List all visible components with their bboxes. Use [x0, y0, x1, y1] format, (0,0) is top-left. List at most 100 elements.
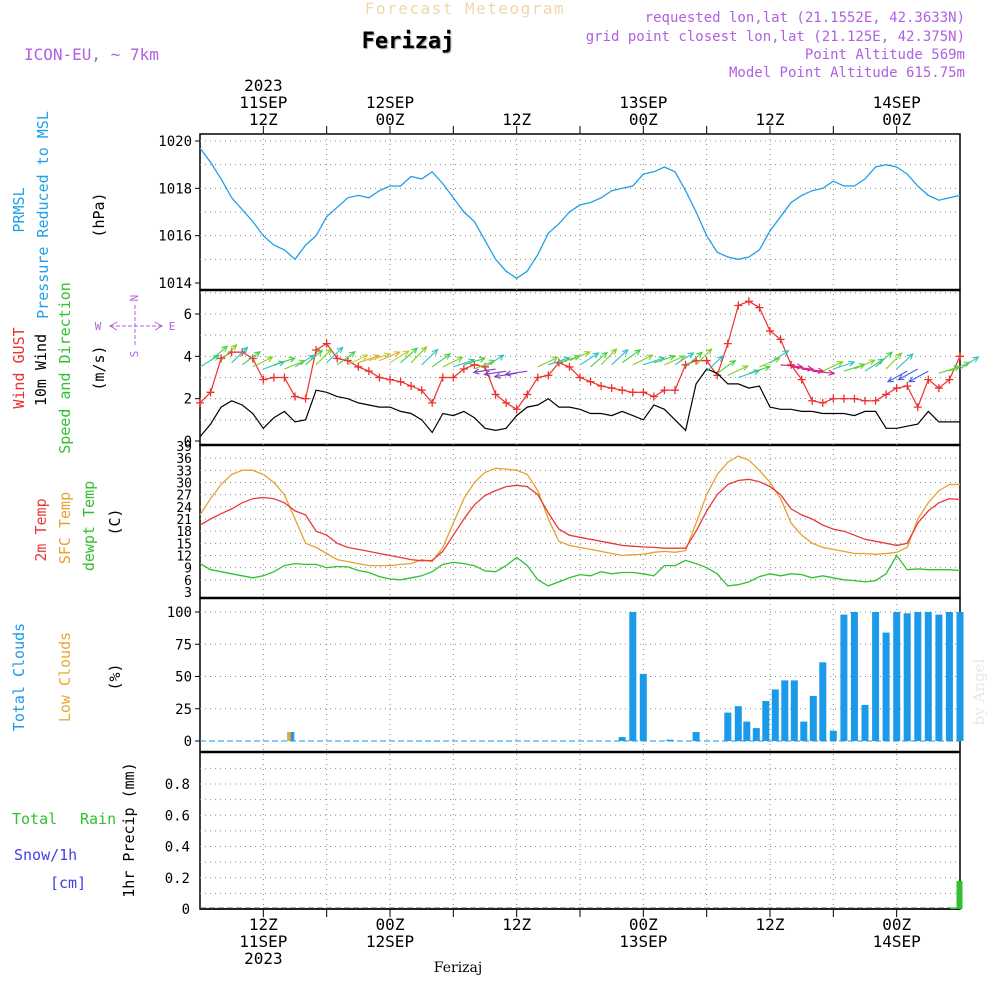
pressure-labels: PRMSL Pressure Reduced to MSL (hPa) — [10, 111, 108, 319]
wind-direction-arrow — [674, 352, 694, 366]
wind-direction-arrowhead — [325, 348, 333, 355]
wind-direction-arrow — [431, 353, 451, 368]
wind-direction-arrow — [473, 368, 496, 373]
total-clouds-bar — [882, 632, 890, 741]
requested-coords: requested lon,lat (21.1552E, 42.3633N) — [645, 10, 965, 26]
precip-tick-label: 0.2 — [165, 871, 190, 887]
total-clouds-bar — [771, 689, 779, 741]
wind-gust-point — [449, 373, 458, 382]
clouds-unit: (%) — [106, 663, 124, 690]
compass-w: W — [95, 320, 102, 333]
compass-n: N — [128, 295, 141, 302]
total-clouds-bar — [752, 728, 760, 741]
wind-gust-point — [322, 339, 331, 348]
wind-direction-arrowhead — [493, 372, 501, 379]
wind-gust-point — [639, 388, 648, 397]
total-clouds-label: Total Clouds — [10, 623, 28, 731]
pressure-tick-label: 1014 — [158, 276, 192, 292]
total-clouds-bar — [935, 614, 943, 741]
axes: 1014101610181020024636912151821242730333… — [158, 126, 898, 918]
wind-direction-arrowhead — [868, 359, 876, 366]
wind-direction-arrow — [801, 368, 824, 372]
wind-gust-point — [649, 392, 658, 401]
wind-direction-arrowhead — [221, 345, 229, 352]
wind-gust-point — [776, 335, 785, 344]
wind-direction-arrowhead — [668, 354, 677, 361]
prmsl-label2: Pressure Reduced to MSL — [34, 111, 52, 319]
wind-gust-point — [364, 367, 373, 376]
wind-direction-arrow — [453, 359, 475, 368]
total-clouds-bar — [639, 673, 647, 741]
wind-direction-arrow — [716, 360, 736, 374]
total-clouds-bar — [724, 712, 732, 741]
pressure-tick-label: 1016 — [158, 229, 192, 245]
total-clouds-bar — [829, 730, 837, 741]
wind-gust-point — [565, 362, 574, 371]
compass-e: E — [169, 320, 176, 333]
precip-tick-label: 0.8 — [165, 777, 190, 793]
wind-direction-arrow — [864, 358, 884, 372]
bottom-time-label: 12Z — [249, 915, 278, 934]
wind-tick-label: 4 — [184, 349, 192, 365]
precip-tick-label: 0 — [182, 902, 190, 918]
wind-direction-arrowhead — [402, 350, 410, 357]
wind-gust-point — [280, 373, 289, 382]
compass-w-arrow — [108, 321, 118, 331]
bottom-time-label: 13SEP — [619, 932, 667, 951]
wind-direction-arrow — [231, 347, 248, 364]
wind-direction-arrowhead — [687, 352, 695, 359]
grid-point-coords: grid point closest lon,lat (21.125E, 42.… — [586, 29, 965, 45]
wind-direction-arrowhead — [420, 345, 428, 353]
prmsl-unit: (hPa) — [90, 192, 108, 237]
wind-direction-arrowhead — [307, 354, 315, 361]
wind-direction-arrow — [210, 345, 228, 361]
wind-direction-arrowhead — [241, 346, 249, 354]
wind-direction-arrow — [241, 351, 261, 366]
wind-direction-arrow — [898, 368, 919, 381]
wind-gust-point — [533, 373, 542, 382]
total-clouds-bar — [872, 612, 880, 741]
wind-10m-line — [199, 368, 960, 438]
bottom-time-label: 00Z — [629, 915, 658, 934]
wind-direction-arrowhead — [497, 354, 505, 361]
wind-direction-arrow — [379, 351, 400, 362]
wind-direction-arrowhead — [411, 347, 419, 354]
wind-direction-arrowhead — [610, 348, 618, 355]
wind-direction-arrow — [759, 357, 780, 368]
wind-gust-point — [544, 371, 553, 380]
wind-labels: Wind GUST 10m Wind Speed and Direction (… — [10, 282, 108, 454]
wind-direction-arrow — [389, 350, 409, 364]
wind-direction-arrow — [358, 355, 380, 364]
wind-direction-arrowhead — [782, 350, 790, 357]
wind-direction-arrow — [347, 354, 368, 366]
bottom-time-label: 14SEP — [873, 932, 921, 951]
temp-tick-label: 3 — [184, 586, 192, 601]
wind-gust-point — [882, 390, 891, 399]
total-clouds-bar — [840, 614, 848, 741]
temp-tick-label: 21 — [176, 513, 192, 528]
wind-gust-point — [797, 375, 806, 384]
wind-dir-label: Speed and Direction — [56, 282, 74, 454]
wind-gust-point — [291, 392, 299, 401]
wind-direction-arrowhead — [478, 356, 487, 363]
total-clouds-bar — [924, 612, 932, 741]
total-clouds-bar — [666, 739, 674, 741]
temp-tick-label: 33 — [176, 464, 192, 479]
total-clouds-bar — [734, 706, 742, 741]
wind-direction-arrow — [949, 361, 970, 372]
wind-direction-arrow — [896, 353, 914, 370]
wind-direction-arrow — [854, 359, 875, 370]
precip-snow-unit: [cm] — [50, 874, 86, 892]
wind-direction-arrow — [315, 348, 332, 366]
compass-s: S — [128, 351, 141, 358]
temp-tick-label: 36 — [176, 452, 192, 467]
total-clouds-bar — [629, 612, 637, 741]
temp2m-label: 2m Temp — [32, 498, 50, 561]
panel-frames — [199, 133, 961, 910]
top-time-label: 12SEP — [366, 93, 414, 112]
dewpt-temp-line — [199, 554, 961, 587]
wind-direction-arrowhead — [877, 358, 885, 365]
wind-gust-point — [491, 390, 500, 399]
wind-gust-point — [660, 386, 669, 395]
wind-direction-arrow — [769, 350, 789, 364]
